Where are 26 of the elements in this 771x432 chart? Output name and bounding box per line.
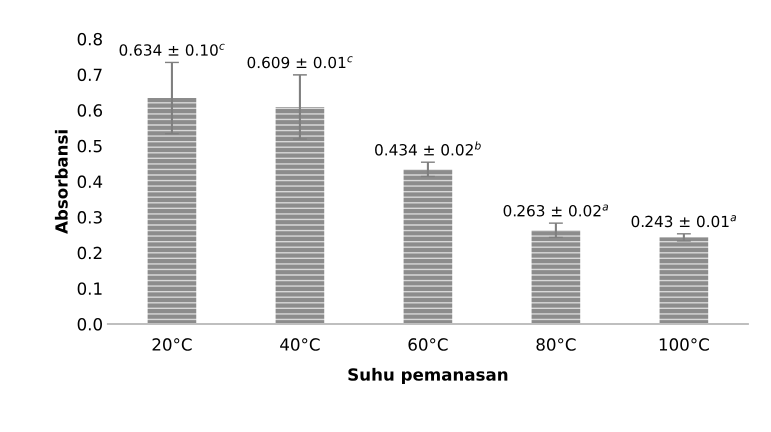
bar	[148, 98, 196, 324]
y-tick-label: 0.3	[78, 211, 102, 224]
data-label: 0.263 ± 0.02$^{a}$	[504, 204, 608, 217]
y-tick-label: 0.1	[78, 282, 102, 295]
data-label: 0.609 ± 0.01$^{c}$	[248, 56, 353, 68]
y-axis-title: Absorbansi	[54, 130, 68, 234]
bar	[660, 237, 708, 324]
y-tick-label: 0.0	[78, 318, 102, 331]
data-label: 0.434 ± 0.02$^{b}$	[375, 141, 481, 156]
data-label: 0.634 ± 0.10$^{c}$	[120, 44, 225, 56]
y-tick-label: 0.2	[78, 246, 102, 260]
x-tick-label: 40°C	[280, 338, 320, 351]
x-tick-label: 100°C	[660, 338, 709, 351]
y-tick-label: 0.7	[78, 68, 102, 82]
x-tick-label: 20°C	[152, 338, 192, 351]
bar	[532, 230, 580, 324]
y-tick-label: 0.4	[78, 175, 102, 188]
x-axis-title: Suhu pemanasan	[348, 368, 508, 384]
y-tick-label: 0.6	[78, 104, 102, 117]
bar	[276, 106, 324, 324]
x-tick-label: 60°C	[408, 338, 448, 351]
y-tick-label: 0.5	[78, 140, 102, 152]
bar	[404, 169, 452, 324]
data-label: 0.243 ± 0.01$^{a}$	[632, 215, 736, 228]
y-tick-label: 0.8	[78, 32, 102, 46]
x-tick-label: 80°C	[536, 338, 576, 351]
